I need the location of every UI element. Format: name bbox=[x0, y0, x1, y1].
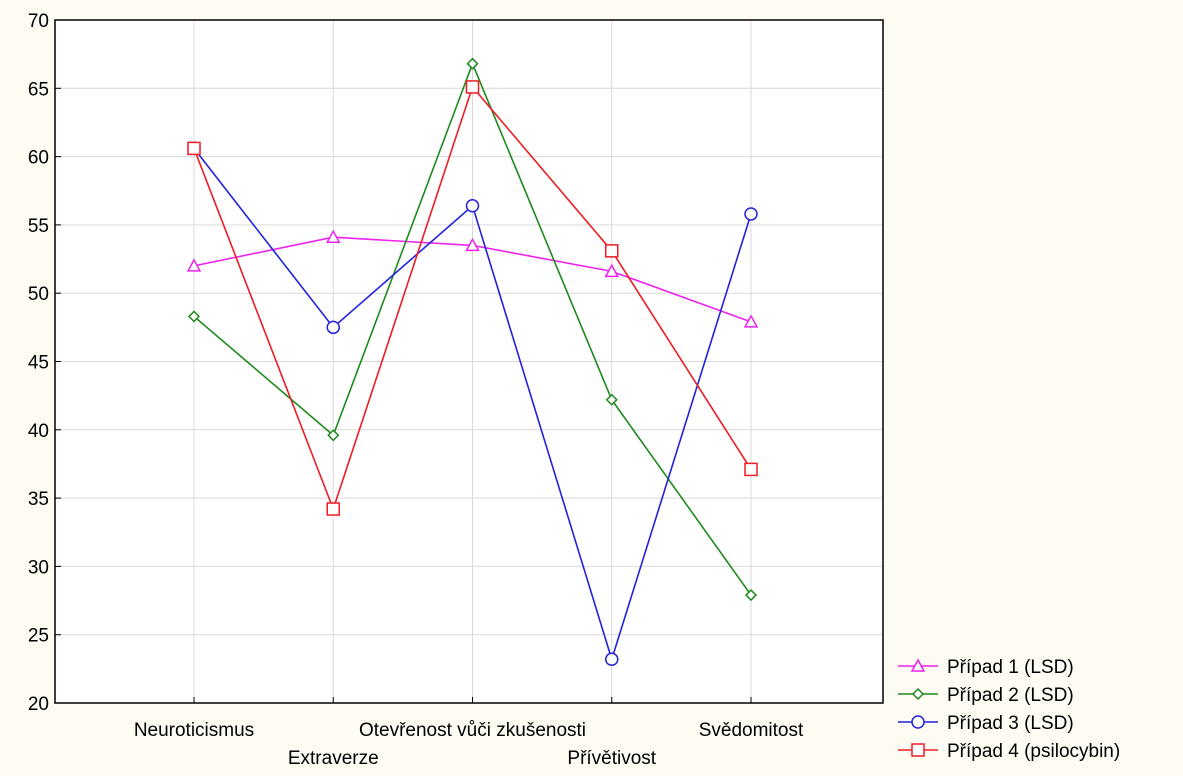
legend-marker bbox=[911, 715, 925, 729]
data-point bbox=[465, 237, 480, 252]
series-1 bbox=[186, 229, 759, 328]
x-tick-label: Svědomitost bbox=[699, 720, 804, 741]
legend-label: Případ 1 (LSD) bbox=[947, 657, 1074, 678]
legend-label: Případ 2 (LSD) bbox=[947, 685, 1074, 706]
legend-marker bbox=[910, 658, 926, 672]
data-point bbox=[605, 244, 619, 258]
data-point bbox=[744, 462, 758, 477]
x-tick-label: Přívětivost bbox=[567, 748, 656, 769]
data-point bbox=[465, 80, 480, 94]
y-tick-label: 20 bbox=[28, 694, 49, 715]
legend-label: Případ 4 (psilocybin) bbox=[947, 741, 1120, 762]
data-point bbox=[326, 502, 340, 516]
data-point bbox=[604, 263, 620, 278]
plot-border bbox=[54, 19, 884, 704]
data-point bbox=[186, 258, 202, 272]
data-point bbox=[187, 310, 201, 323]
y-tick-label: 40 bbox=[28, 421, 49, 442]
series-2 bbox=[187, 57, 758, 602]
series-4 bbox=[187, 80, 758, 516]
data-point bbox=[744, 589, 758, 602]
legend-label: Případ 3 (LSD) bbox=[947, 713, 1074, 734]
x-tick-label: Extraverze bbox=[288, 748, 379, 769]
y-tick-label: 30 bbox=[28, 557, 49, 578]
data-point bbox=[465, 199, 480, 213]
data-point bbox=[187, 141, 201, 156]
x-tick-label: Otevřenost vůči zkušenosti bbox=[359, 720, 586, 741]
legend-marker bbox=[911, 743, 925, 757]
data-point bbox=[744, 207, 758, 221]
y-tick-label: 70 bbox=[28, 11, 49, 32]
data-point bbox=[326, 320, 340, 335]
y-tick-label: 50 bbox=[28, 284, 49, 305]
legend: Případ 1 (LSD) Případ 2 (LSD) Případ 3 (LS… bbox=[898, 657, 1120, 762]
y-tick-label: 45 bbox=[28, 353, 49, 374]
y-tick-label: 25 bbox=[28, 626, 49, 647]
data-point bbox=[605, 652, 619, 667]
data-point bbox=[325, 229, 341, 243]
data-point bbox=[466, 57, 479, 70]
data-point bbox=[743, 314, 759, 328]
x-tick-label: Neuroticismus bbox=[134, 720, 254, 741]
y-tick-label: 60 bbox=[28, 148, 49, 169]
data-point bbox=[327, 429, 340, 442]
y-tick-label: 55 bbox=[28, 216, 49, 237]
y-tick-label: 65 bbox=[28, 79, 49, 100]
legend-marker bbox=[911, 687, 925, 701]
y-tick-label: 35 bbox=[28, 489, 49, 510]
data-point bbox=[605, 393, 618, 406]
